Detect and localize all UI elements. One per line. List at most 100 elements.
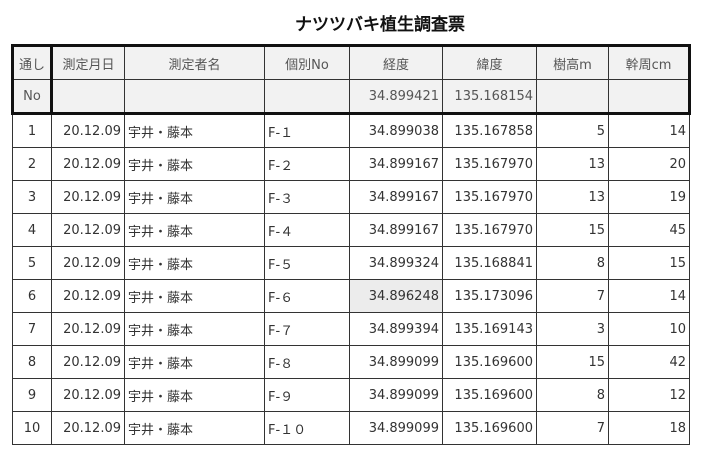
cell-girth[interactable]: 19 (608, 180, 690, 214)
cell-surveyor[interactable]: 宇井・藤本 (124, 411, 265, 445)
cell-date[interactable]: 20.12.09 (51, 312, 125, 346)
table-row: 2 20.12.09 宇井・藤本 F-２ 34.899167 135.167970 13 20 (12, 147, 690, 181)
cell-longitude[interactable]: 34.899324 (349, 246, 443, 280)
cell-no[interactable]: 2 (12, 147, 52, 181)
cell-girth[interactable]: 45 (608, 213, 690, 247)
cell-girth[interactable]: 10 (608, 312, 690, 346)
cell-height[interactable]: 5 (536, 113, 609, 148)
header-no-top[interactable]: 通し (11, 44, 53, 80)
cell-id[interactable]: F-３ (264, 180, 350, 214)
cell-height[interactable]: 13 (536, 147, 609, 181)
cell-no[interactable]: 10 (12, 411, 52, 445)
cell-surveyor[interactable]: 宇井・藤本 (124, 279, 265, 313)
cell-longitude[interactable]: 34.899099 (349, 345, 443, 379)
cell-date[interactable]: 20.12.09 (51, 279, 125, 313)
cell-surveyor[interactable]: 宇井・藤本 (124, 378, 265, 412)
cell-date[interactable]: 20.12.09 (51, 213, 125, 247)
cell-no[interactable]: 3 (12, 180, 52, 214)
cell-no[interactable]: 8 (12, 345, 52, 379)
cell-longitude[interactable]: 34.899167 (349, 213, 443, 247)
cell-longitude[interactable]: 34.896248 (349, 279, 443, 313)
header-girth[interactable]: 幹周cm (608, 44, 691, 80)
cell-id[interactable]: F-８ (264, 345, 350, 379)
cell-date[interactable]: 20.12.09 (51, 246, 125, 280)
header-longitude[interactable]: 経度 (349, 44, 443, 80)
cell-date[interactable]: 20.12.09 (51, 113, 125, 148)
cell-latitude[interactable]: 135.167970 (442, 180, 537, 214)
cell-girth[interactable]: 14 (608, 113, 690, 148)
cell-longitude[interactable]: 34.899099 (349, 378, 443, 412)
cell-date[interactable]: 20.12.09 (51, 378, 125, 412)
cell-no[interactable]: 9 (12, 378, 52, 412)
cell-id[interactable]: F-１ (264, 113, 350, 148)
cell-height[interactable]: 8 (536, 246, 609, 280)
cell-latitude[interactable]: 135.168841 (442, 246, 537, 280)
header-surveyor[interactable]: 測定者名 (124, 44, 265, 80)
cell[interactable] (264, 79, 350, 115)
cell-latitude[interactable]: 135.167970 (442, 147, 537, 181)
cell-latitude[interactable]: 135.169600 (442, 345, 537, 379)
cell-girth[interactable]: 20 (608, 147, 690, 181)
header-id[interactable]: 個別No (264, 44, 350, 80)
cell-latitude[interactable]: 135.169600 (442, 378, 537, 412)
cell-no[interactable]: 5 (12, 246, 52, 280)
cell-longitude[interactable]: 34.899167 (349, 180, 443, 214)
cell-id[interactable]: F-４ (264, 213, 350, 247)
cell-no[interactable]: 6 (12, 279, 52, 313)
cell-no[interactable]: 1 (12, 113, 52, 148)
table-row: 3 20.12.09 宇井・藤本 F-３ 34.899167 135.167970 13 19 (12, 180, 690, 214)
header-no-bottom[interactable]: No (11, 79, 53, 115)
cell-id[interactable]: F-２ (264, 147, 350, 181)
cell-date[interactable]: 20.12.09 (51, 180, 125, 214)
cell-height[interactable]: 7 (536, 279, 609, 313)
cell-height[interactable]: 15 (536, 345, 609, 379)
cell-height[interactable]: 15 (536, 213, 609, 247)
cell-latitude[interactable]: 135.167970 (442, 213, 537, 247)
cell-height[interactable]: 8 (536, 378, 609, 412)
cell-id[interactable]: F-９ (264, 378, 350, 412)
cell-surveyor[interactable]: 宇井・藤本 (124, 147, 265, 181)
reference-longitude[interactable]: 34.899421 (349, 79, 443, 115)
cell[interactable] (536, 79, 609, 115)
cell-girth[interactable]: 18 (608, 411, 690, 445)
header-height[interactable]: 樹高m (536, 44, 609, 80)
table-row: 4 20.12.09 宇井・藤本 F-４ 34.899167 135.167970 15 45 (12, 213, 690, 247)
cell[interactable] (51, 79, 125, 115)
cell-date[interactable]: 20.12.09 (51, 345, 125, 379)
cell-surveyor[interactable]: 宇井・藤本 (124, 246, 265, 280)
cell-date[interactable]: 20.12.09 (51, 147, 125, 181)
cell-longitude[interactable]: 34.899099 (349, 411, 443, 445)
cell-id[interactable]: F-１０ (264, 411, 350, 445)
cell-girth[interactable]: 14 (608, 279, 690, 313)
cell-no[interactable]: 7 (12, 312, 52, 346)
table-row: 10 20.12.09 宇井・藤本 F-１０ 34.899099 135.169600 7 1… (12, 411, 690, 445)
cell[interactable] (124, 79, 265, 115)
cell-latitude[interactable]: 135.167858 (442, 113, 537, 148)
cell-height[interactable]: 13 (536, 180, 609, 214)
reference-latitude[interactable]: 135.168154 (442, 79, 537, 115)
cell-latitude[interactable]: 135.169143 (442, 312, 537, 346)
cell-id[interactable]: F-５ (264, 246, 350, 280)
cell-id[interactable]: F-６ (264, 279, 350, 313)
cell-no[interactable]: 4 (12, 213, 52, 247)
cell-date[interactable]: 20.12.09 (51, 411, 125, 445)
cell[interactable] (608, 79, 691, 115)
cell-latitude[interactable]: 135.169600 (442, 411, 537, 445)
cell-surveyor[interactable]: 宇井・藤本 (124, 180, 265, 214)
cell-longitude[interactable]: 34.899167 (349, 147, 443, 181)
header-date[interactable]: 測定月日 (51, 44, 125, 80)
cell-girth[interactable]: 15 (608, 246, 690, 280)
cell-height[interactable]: 7 (536, 411, 609, 445)
cell-surveyor[interactable]: 宇井・藤本 (124, 213, 265, 247)
cell-surveyor[interactable]: 宇井・藤本 (124, 113, 265, 148)
header-latitude[interactable]: 緯度 (442, 44, 537, 80)
cell-girth[interactable]: 12 (608, 378, 690, 412)
cell-surveyor[interactable]: 宇井・藤本 (124, 345, 265, 379)
cell-longitude[interactable]: 34.899038 (349, 113, 443, 148)
cell-girth[interactable]: 42 (608, 345, 690, 379)
cell-longitude[interactable]: 34.899394 (349, 312, 443, 346)
cell-latitude[interactable]: 135.173096 (442, 279, 537, 313)
cell-height[interactable]: 3 (536, 312, 609, 346)
cell-id[interactable]: F-７ (264, 312, 350, 346)
cell-surveyor[interactable]: 宇井・藤本 (124, 312, 265, 346)
